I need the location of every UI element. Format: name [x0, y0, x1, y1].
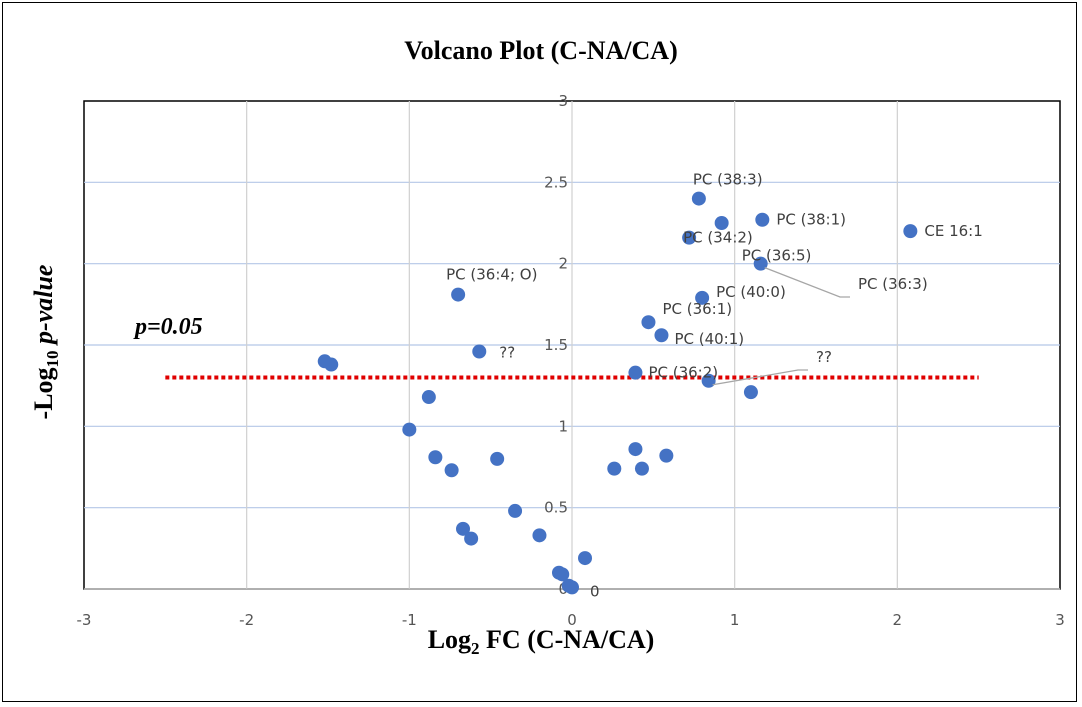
- data-point: [753, 256, 768, 271]
- data-point: [641, 315, 656, 330]
- data-point: [402, 422, 417, 437]
- data-point: [654, 328, 669, 343]
- data-point: [472, 344, 487, 359]
- point-label: PC (34:2): [683, 229, 753, 247]
- data-point: [659, 448, 674, 463]
- data-point: [628, 442, 643, 457]
- y-tick-label: 1: [558, 417, 568, 435]
- y-tick-label: 1.5: [544, 336, 568, 354]
- chart-title: Volcano Plot (C-NA/CA): [404, 36, 678, 65]
- point-label: PC (36:5): [742, 247, 812, 265]
- data-point: [456, 521, 471, 536]
- data-point: [634, 461, 649, 476]
- y-tick-label: 0.5: [544, 499, 568, 517]
- leader-line: [712, 369, 808, 386]
- data-point: [743, 385, 758, 400]
- point-label: PC (40:1): [674, 330, 744, 348]
- data-point: [444, 463, 459, 478]
- point-label: PC (36:4; O): [446, 266, 537, 284]
- data-point: [701, 373, 716, 388]
- data-point: [532, 528, 547, 543]
- point-label: PC (38:1): [776, 211, 846, 229]
- data-point: [428, 450, 443, 465]
- x-tick-label: 1: [730, 611, 740, 629]
- data-point: [578, 551, 593, 566]
- data-point: [451, 287, 466, 302]
- data-point: [628, 365, 643, 380]
- point-label: PC (36:2): [648, 364, 718, 382]
- x-tick-label: -1: [402, 611, 417, 629]
- data-point: [691, 191, 706, 206]
- data-point: [421, 390, 436, 405]
- y-tick-label: 2: [558, 255, 568, 273]
- point-label: ??: [499, 344, 515, 362]
- x-tick-label: 2: [893, 611, 903, 629]
- point-label: 0: [590, 582, 600, 600]
- data-point: [464, 531, 479, 546]
- y-tick-label: 2.5: [544, 173, 568, 191]
- point-label: PC (36:1): [662, 300, 732, 318]
- point-label: PC (38:3): [693, 171, 763, 189]
- x-tick-label: 0: [567, 611, 577, 629]
- point-label: PC (40:0): [716, 283, 786, 301]
- x-tick-label: -3: [77, 611, 92, 629]
- data-point: [324, 357, 339, 372]
- data-point: [903, 224, 918, 239]
- data-point: [555, 567, 570, 582]
- leader-label: ??: [816, 348, 832, 366]
- point-label: CE 16:1: [924, 222, 982, 240]
- data-point: [490, 451, 505, 466]
- data-point: [695, 290, 710, 305]
- y-tick-label: 3: [558, 92, 568, 110]
- threshold-label: p=0.05: [133, 314, 203, 340]
- x-tick-label: 3: [1055, 611, 1065, 629]
- y-axis-label: -Log10 p-value: [28, 264, 63, 420]
- data-point: [508, 503, 523, 518]
- data-point: [755, 212, 770, 227]
- data-point: [607, 461, 622, 476]
- data-point: [565, 580, 579, 595]
- data-point: [714, 216, 729, 230]
- leader-line: [764, 267, 850, 298]
- data-point: [682, 230, 697, 245]
- leader-label: PC (36:3): [858, 275, 928, 293]
- x-axis-label: Log2 FC (C-NA/CA): [427, 625, 655, 659]
- x-tick-label: -2: [239, 611, 254, 629]
